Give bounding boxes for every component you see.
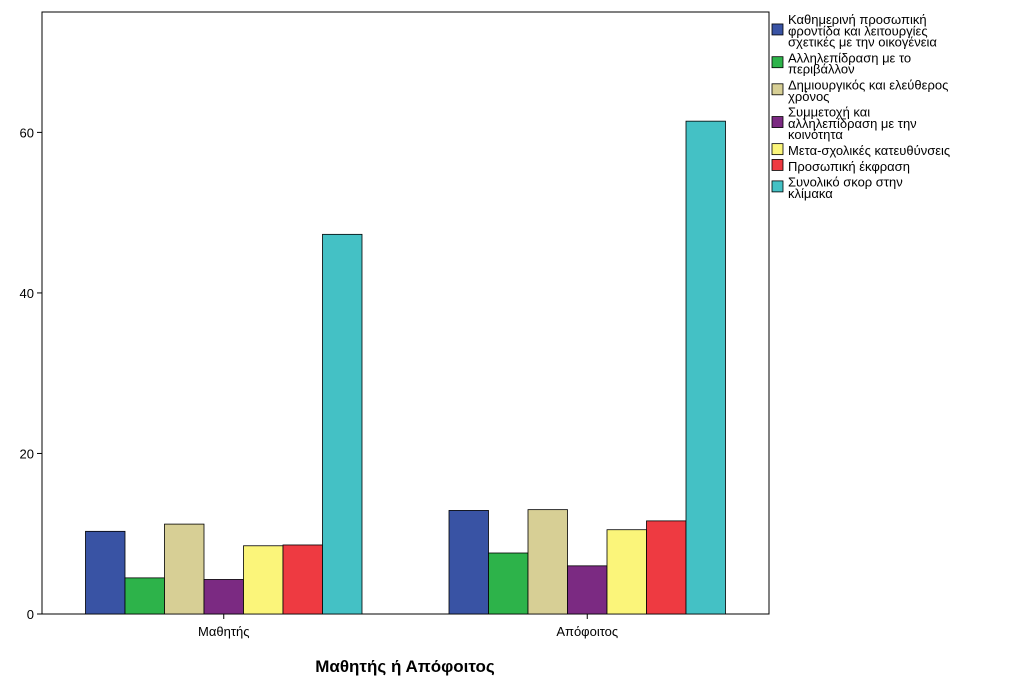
x-axis-title: Μαθητής ή Απόφοιτος: [315, 657, 495, 676]
legend-swatch: [771, 116, 784, 128]
bar: [282, 544, 323, 615]
legend-label: Συμμετοχή και: [788, 105, 870, 120]
legend-label: κοινότητα: [788, 127, 843, 142]
plot-frame: [41, 11, 770, 615]
legend-label: κλίμακα: [788, 186, 833, 201]
y-tick-label: 20: [20, 446, 34, 461]
legend-swatch: [771, 83, 784, 96]
legend-label: χρόνος: [788, 89, 829, 104]
legend-label: Μετα-σχολικές κατευθύνσεις: [788, 143, 950, 158]
y-tick-label: 0: [27, 607, 34, 622]
bar: [685, 120, 726, 615]
bar: [567, 565, 608, 615]
bar: [203, 579, 244, 615]
y-tick-label: 60: [20, 125, 34, 140]
legend-label: Προσωπική έκφραση: [788, 159, 910, 174]
legend-swatch: [771, 143, 784, 156]
bar: [606, 529, 647, 615]
bar: [85, 530, 126, 615]
bar: [243, 545, 284, 615]
bar: [527, 509, 568, 615]
y-axis: 0 20 40 60: [20, 125, 42, 622]
legend-label: αλληλεπίδραση με την: [788, 116, 917, 131]
bar: [646, 520, 687, 615]
legend-label: Καθημερινή προσωπική: [788, 12, 927, 27]
legend-label: σχετικές με την οικογένεια: [788, 35, 937, 50]
bars-group: [85, 120, 726, 615]
legend-swatch: [771, 23, 784, 36]
x-tick-label: Απόφοιτος: [556, 624, 618, 639]
legend-swatch: [771, 159, 784, 171]
x-tick-label: Μαθητής: [198, 624, 249, 639]
x-axis: Μαθητής Απόφοιτος: [198, 614, 618, 639]
legend-label: Αλληλεπίδραση με το: [788, 50, 911, 65]
legend-label: περιβάλλον: [788, 62, 855, 77]
bar: [322, 233, 363, 615]
y-tick-label: 40: [20, 286, 34, 301]
legend-label: Δημιουργικός και ελεύθερος: [788, 78, 948, 93]
bar: [488, 552, 529, 615]
legend-swatch: [771, 180, 784, 193]
bar: [164, 523, 205, 615]
legend-label: Συνολικό σκορ στην: [788, 175, 903, 190]
legend-swatch: [771, 56, 784, 69]
bar: [124, 577, 165, 615]
bar: [448, 510, 489, 615]
legend-label: φροντίδα και λειτουργίες: [788, 23, 928, 38]
